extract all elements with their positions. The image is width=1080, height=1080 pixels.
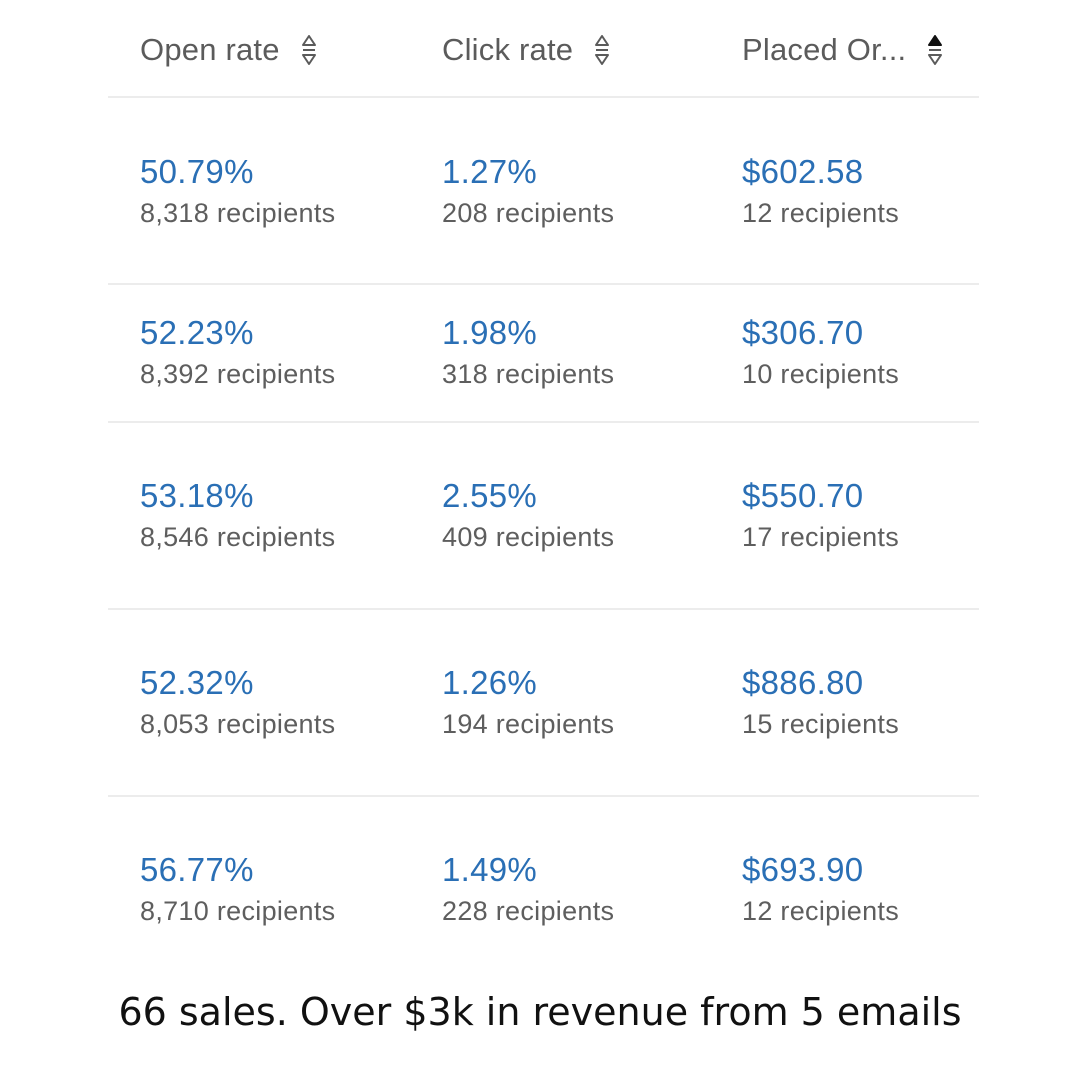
placed-order-cell: $306.70 10 recipients — [742, 313, 899, 391]
open-rate-cell: 52.23% 8,392 recipients — [140, 313, 335, 391]
table-row[interactable]: 52.23% 8,392 recipients 1.98% 318 recipi… — [108, 285, 979, 423]
sort-updown-icon[interactable] — [300, 32, 318, 68]
column-header-label: Click rate — [442, 32, 574, 67]
placed-order-value[interactable]: $693.90 — [742, 851, 864, 888]
caption-text: 66 sales. Over $3k in revenue from 5 ema… — [118, 990, 962, 1034]
column-header-label: Placed Or... — [742, 32, 907, 67]
click-recipients: 208 recipients — [442, 198, 615, 228]
open-recipients: 8,546 recipients — [140, 522, 336, 552]
open-recipients: 8,710 recipients — [140, 896, 336, 926]
column-header-label: Open rate — [140, 32, 280, 67]
placed-order-value[interactable]: $550.70 — [742, 477, 864, 514]
click-rate-cell: 2.55% 409 recipients — [442, 476, 614, 554]
order-recipients: 12 recipients — [742, 896, 899, 926]
column-header-open-rate[interactable]: Open rate — [140, 28, 318, 72]
table-row[interactable]: 53.18% 8,546 recipients 2.55% 409 recipi… — [108, 423, 979, 610]
open-rate-value[interactable]: 56.77% — [140, 851, 254, 888]
click-rate-cell: 1.26% 194 recipients — [442, 663, 614, 741]
open-rate-cell: 56.77% 8,710 recipients — [140, 850, 335, 928]
open-rate-value[interactable]: 52.32% — [140, 664, 254, 701]
placed-order-value[interactable]: $306.70 — [742, 314, 864, 351]
click-rate-value[interactable]: 1.26% — [442, 664, 538, 701]
order-recipients: 17 recipients — [742, 522, 899, 552]
column-header-placed-order[interactable]: Placed Or... — [742, 28, 944, 72]
open-rate-value[interactable]: 52.23% — [140, 314, 254, 351]
click-recipients: 228 recipients — [442, 896, 615, 926]
open-rate-cell: 50.79% 8,318 recipients — [140, 152, 335, 230]
sort-ascending-icon[interactable] — [926, 32, 944, 68]
metrics-table: Open rate Click rate Placed Or... — [108, 0, 979, 975]
table-row[interactable]: 50.79% 8,318 recipients 1.27% 208 recipi… — [108, 98, 979, 285]
placed-order-cell: $886.80 15 recipients — [742, 663, 899, 741]
click-rate-value[interactable]: 1.49% — [442, 851, 538, 888]
click-rate-value[interactable]: 1.27% — [442, 153, 538, 190]
click-rate-value[interactable]: 2.55% — [442, 477, 538, 514]
open-recipients: 8,392 recipients — [140, 359, 336, 389]
open-rate-cell: 52.32% 8,053 recipients — [140, 663, 335, 741]
column-header-click-rate[interactable]: Click rate — [442, 28, 611, 72]
table-row[interactable]: 52.32% 8,053 recipients 1.26% 194 recipi… — [108, 610, 979, 797]
order-recipients: 10 recipients — [742, 359, 899, 389]
open-recipients: 8,053 recipients — [140, 709, 336, 739]
click-rate-value[interactable]: 1.98% — [442, 314, 538, 351]
placed-order-value[interactable]: $886.80 — [742, 664, 864, 701]
open-rate-value[interactable]: 50.79% — [140, 153, 254, 190]
table-header: Open rate Click rate Placed Or... — [108, 0, 979, 98]
placed-order-value[interactable]: $602.58 — [742, 153, 864, 190]
order-recipients: 12 recipients — [742, 198, 899, 228]
click-rate-cell: 1.27% 208 recipients — [442, 152, 614, 230]
placed-order-cell: $550.70 17 recipients — [742, 476, 899, 554]
sort-updown-icon[interactable] — [593, 32, 611, 68]
open-rate-value[interactable]: 53.18% — [140, 477, 254, 514]
open-rate-cell: 53.18% 8,546 recipients — [140, 476, 335, 554]
table-row[interactable]: 56.77% 8,710 recipients 1.49% 228 recipi… — [108, 797, 979, 975]
open-recipients: 8,318 recipients — [140, 198, 336, 228]
click-recipients: 318 recipients — [442, 359, 615, 389]
placed-order-cell: $602.58 12 recipients — [742, 152, 899, 230]
click-recipients: 409 recipients — [442, 522, 615, 552]
placed-order-cell: $693.90 12 recipients — [742, 850, 899, 928]
click-recipients: 194 recipients — [442, 709, 615, 739]
click-rate-cell: 1.49% 228 recipients — [442, 850, 614, 928]
order-recipients: 15 recipients — [742, 709, 899, 739]
click-rate-cell: 1.98% 318 recipients — [442, 313, 614, 391]
